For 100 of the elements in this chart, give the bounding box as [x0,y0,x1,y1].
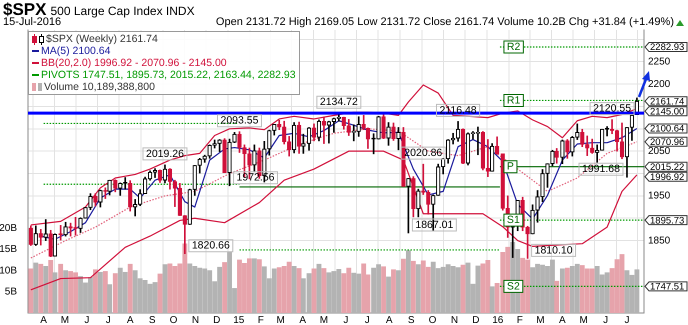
candlestick [272,124,276,136]
annotation: P [506,160,514,173]
bar [322,268,326,313]
x-tick-label: M [320,314,328,325]
annotation: R2 [506,40,521,53]
x-tick-label: F [258,314,264,325]
annotation: S2 [506,280,520,292]
bar [406,250,411,313]
bar [162,264,168,313]
bar [564,268,570,313]
legend-label: PIVOTS 1747.51, 1895.73, 2015.22, 2163.44, 2282.93 [41,69,296,81]
annotation: 1747.51 [650,282,684,293]
bar [38,264,44,313]
bar [128,264,133,313]
candlestick [38,229,43,246]
x-tick-label: J [364,314,370,325]
bar [33,262,38,313]
bar [92,269,98,313]
candlestick [590,138,594,154]
candlestick [192,165,197,196]
annotation: 2100.64 [650,124,684,135]
y-tick-label: 2250 [648,56,671,68]
bar [296,268,302,313]
bar [107,284,112,313]
bar [52,272,58,313]
x-tick-label: M [536,314,545,325]
annotation: 1820.66 [192,240,230,252]
bar [63,270,68,313]
candlestick [48,230,53,257]
bar [252,258,257,313]
bar [391,269,396,313]
annotation: 2070.96 [650,136,684,148]
bar [386,276,391,313]
candlestick [277,120,282,130]
annotation: 2093.55 [220,114,259,127]
bar [292,266,297,313]
bar [222,262,228,313]
x-tick-label: J [343,314,348,325]
y2-tick-label: 20B [0,222,18,234]
bar [400,258,406,313]
x-tick-label: M [60,314,70,325]
candlestick [580,128,584,148]
candlestick [128,180,132,212]
text: 15-Jul-2016 [3,16,62,28]
candlestick [610,119,614,134]
annotation: 2145.00 [650,106,684,118]
annotation: 2282.93 [650,42,684,54]
annotation: 1810.10 [534,244,573,256]
legend-label: Volume 10,189,388,800 [44,81,155,93]
x-tick-label: S [148,314,156,325]
bar [112,273,118,313]
x-tick-label: 16 [492,314,504,325]
bar [396,270,401,313]
x-tick-label: J [84,314,90,325]
bar [98,272,103,313]
annotation: 1991.68 [582,163,620,176]
annotation: 1895.73 [650,215,684,226]
bar [312,268,316,313]
bar [490,286,495,313]
x-tick-label: M [580,314,588,325]
candlestick [267,130,272,156]
text: Open 2131.72 High 2169.05 Low 2131.72 Close 2161.74 Volume 10.2B Chg +31.84 (+1.49%) [216,16,674,28]
x-tick-label: A [40,314,48,325]
y2-tick-label: 5B [4,286,18,298]
annotation: 1996.92 [650,172,684,183]
x-tick-label: O [428,314,437,325]
bar [410,260,416,313]
bar [560,268,565,313]
y-tick-label: 1850 [648,235,671,246]
annotation: R1 [506,94,521,106]
x-tick-label: N [450,314,458,325]
candlestick [554,148,559,164]
annotation: 2161.74 [650,96,684,108]
x-tick-label: J [624,314,630,325]
x-tick-label: D [213,314,220,325]
annotation: 2015.22 [650,162,684,173]
bar [158,274,162,313]
x-tick-label: A [559,314,566,325]
chart-subtitle: 500 Large Cap Index INDX [50,4,195,18]
candlestick [585,136,590,156]
x-tick-label: A [126,314,134,325]
y-tick-label: 2050 [648,146,671,157]
y2-tick-label: 10B [0,265,18,276]
candlestick [44,219,48,241]
x-tick-label: M [276,314,285,325]
bar [316,264,322,313]
x-tick-label: A [386,314,393,325]
bar [460,264,466,313]
bar [58,264,64,313]
x-tick-label: A [299,314,306,325]
bar [416,264,421,313]
legend-label: MA(5) 2100.64 [41,45,110,57]
x-tick-label: N [192,314,200,325]
legend-label: $SPX (Weekly) 2161.74 [46,33,158,45]
x-tick-label: F [516,314,523,325]
bar [361,263,366,313]
x-tick-label: 15 [233,314,245,325]
y2-tick-label: 15B [0,244,18,256]
bar [554,280,560,313]
annotation: S1 [506,214,520,226]
